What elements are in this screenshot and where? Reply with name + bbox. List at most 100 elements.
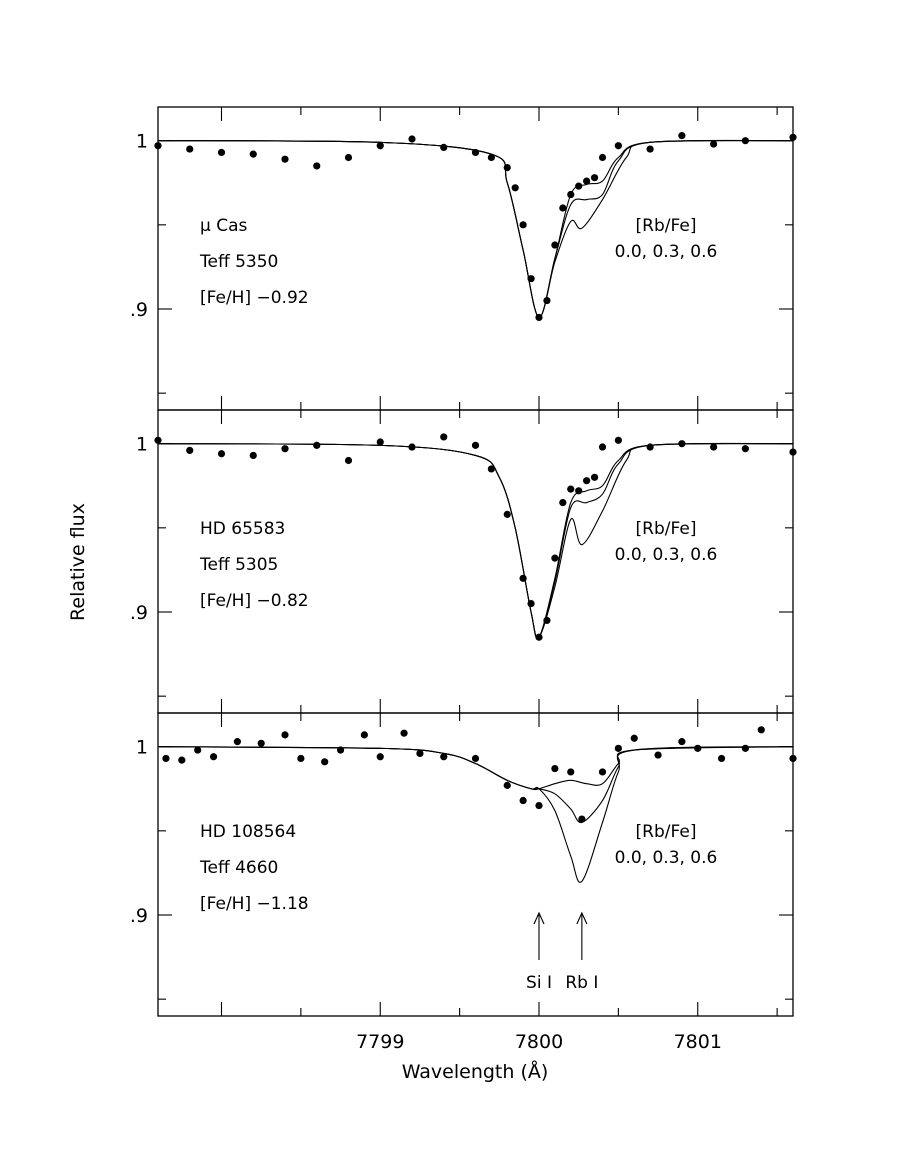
observed-point [741, 137, 749, 145]
observed-point [408, 135, 416, 143]
observed-point [559, 498, 567, 507]
annotation-arrowhead [533, 911, 545, 925]
observed-point [408, 443, 416, 451]
model-curve-rb-0.0 [157, 746, 794, 791]
observed-point [590, 174, 599, 182]
observed-point [154, 436, 162, 444]
observed-point [717, 754, 726, 763]
panel-1: 1 .9 μ Cas Teff 5350 [Fe/H] −0.92 [Rb/Fe] 0.0,… [130, 106, 797, 411]
observed-point [710, 443, 718, 451]
observed-point [209, 753, 218, 761]
observed-point [535, 633, 543, 641]
star-info-star_line2: Teff 5350 [199, 252, 278, 272]
legend-title: [Rb/Fe] [636, 822, 697, 842]
observed-point [789, 448, 797, 456]
observed-point [543, 296, 551, 305]
observed-point [376, 142, 384, 150]
observed-point [567, 485, 575, 493]
y-tick-label: .9 [130, 905, 148, 927]
star-info-star_line1: HD 65583 [200, 519, 285, 539]
observed-point [376, 753, 384, 761]
observed-point [376, 438, 384, 446]
model-curve-rb-0.6 [157, 746, 794, 883]
observed-point [186, 446, 194, 454]
observed-point [710, 140, 718, 148]
observed-point [575, 487, 583, 495]
observed-point [614, 436, 622, 444]
y-tick-label: 1 [136, 737, 148, 759]
observed-point [471, 441, 480, 449]
observed-point [678, 440, 686, 448]
y-tick-label: 1 [136, 131, 148, 153]
observed-point [741, 445, 749, 453]
observed-point [336, 746, 345, 754]
x-tick-label: 7801 [674, 1031, 722, 1053]
observed-point [741, 744, 749, 752]
x-tick-label: 7799 [356, 1031, 404, 1053]
observed-point [519, 574, 527, 582]
observed-point [567, 190, 575, 199]
observed-point [678, 738, 686, 746]
observed-point [789, 754, 797, 763]
observed-point [440, 753, 448, 761]
star-info-star_line2: Teff 5305 [199, 555, 278, 575]
observed-point [471, 148, 480, 157]
observed-point [321, 758, 329, 766]
observed-point [217, 148, 226, 157]
annotation-label: Si I [526, 973, 552, 993]
observed-point [162, 754, 170, 763]
observed-point [511, 184, 519, 192]
observed-point [194, 746, 202, 754]
legend-values: 0.0, 0.3, 0.6 [615, 242, 718, 262]
y-tick-label: .9 [130, 602, 148, 624]
legend-values: 0.0, 0.3, 0.6 [615, 848, 718, 868]
star-info-star_line1: HD 108564 [200, 822, 296, 842]
observed-point [551, 241, 559, 249]
observed-point [281, 155, 289, 163]
observed-point [519, 221, 527, 229]
observed-point [257, 739, 265, 747]
observed-point [646, 443, 654, 451]
observed-point [440, 433, 448, 441]
observed-point [186, 145, 194, 153]
panel-frame [157, 712, 794, 1017]
observed-point [567, 768, 575, 776]
observed-point [297, 754, 305, 763]
x-axis-label: Wavelength (Å) [402, 1060, 549, 1083]
observed-point [344, 153, 353, 162]
observed-point [281, 445, 289, 453]
observed-point [583, 177, 591, 185]
observed-point [543, 616, 551, 625]
observed-point [654, 751, 662, 759]
observed-point [487, 153, 495, 162]
observed-point [535, 801, 543, 810]
star-info-star_line3: [Fe/H] −0.92 [200, 288, 309, 308]
observed-point [178, 756, 186, 764]
y-axis-label: Relative flux [67, 503, 89, 621]
observed-point [646, 145, 654, 153]
observed-point [503, 510, 511, 518]
observed-point [694, 744, 702, 752]
observed-point [559, 204, 567, 212]
observed-point [154, 142, 162, 150]
observed-point [630, 734, 638, 742]
star-info-star_line3: [Fe/H] −1.18 [200, 894, 309, 914]
observed-point [233, 738, 241, 746]
observed-point [583, 477, 591, 485]
observed-point [503, 781, 511, 789]
observed-point [598, 153, 607, 162]
observed-point [440, 143, 448, 151]
annotation-arrowhead [576, 911, 588, 925]
observed-point [344, 456, 353, 465]
observed-point [249, 451, 257, 460]
observed-point [281, 731, 289, 739]
observed-point [614, 744, 622, 752]
star-info-star_line1: μ Cas [200, 216, 248, 236]
observed-point [487, 465, 495, 473]
observed-point [217, 450, 226, 458]
observed-point [313, 162, 321, 170]
observed-point [551, 554, 559, 562]
observed-point [789, 133, 797, 141]
observed-point [249, 150, 257, 158]
panel-2: 1 .9 HD 65583 Teff 5305 [Fe/H] −0.82 [Rb/Fe] 0… [130, 409, 797, 714]
